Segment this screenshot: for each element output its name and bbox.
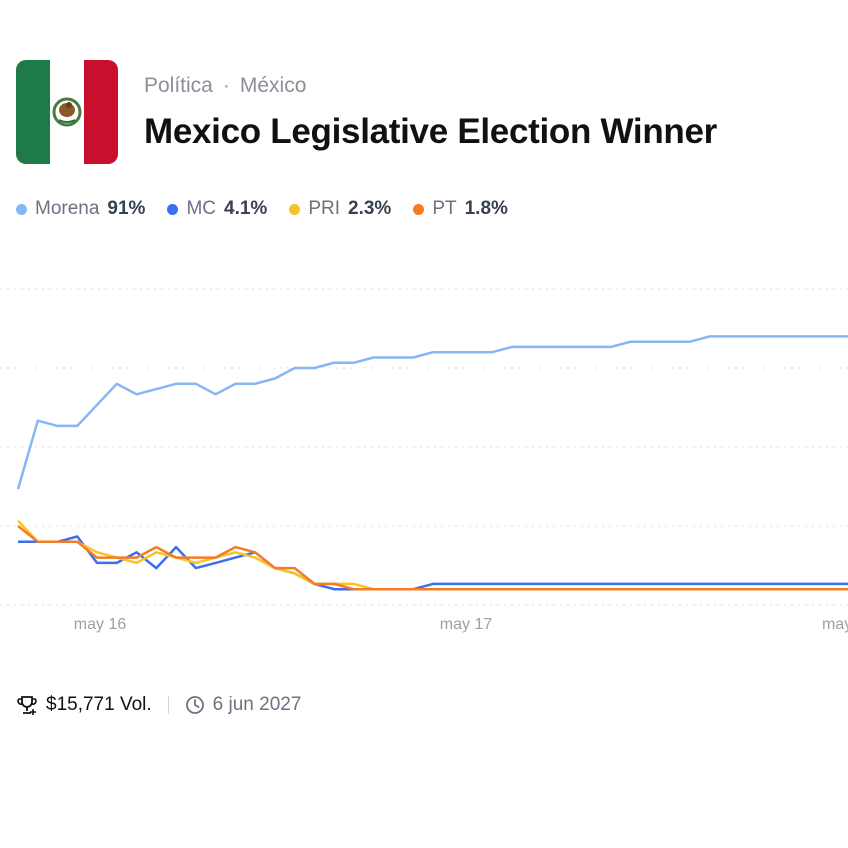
page-title: Mexico Legislative Election Winner bbox=[144, 112, 717, 151]
chart-grid bbox=[0, 288, 848, 606]
breadcrumb-category[interactable]: Política bbox=[144, 74, 213, 97]
legend-value: 2.3% bbox=[348, 198, 392, 219]
end-date-stat: 6 jun 2027 bbox=[185, 694, 302, 716]
x-tick-label: may 17 bbox=[440, 616, 493, 633]
legend-name: PRI bbox=[308, 198, 341, 219]
volume-stat: $15,771 Vol. bbox=[16, 694, 152, 716]
price-history-chart[interactable]: may 16 may 17 may 1 bbox=[0, 255, 848, 645]
trophy-icon bbox=[17, 696, 37, 715]
legend-value: 91% bbox=[107, 198, 146, 219]
breadcrumb-separator: · bbox=[222, 74, 230, 97]
legend-value: 4.1% bbox=[224, 198, 268, 219]
legend-name: MC bbox=[186, 198, 217, 219]
series-line-pt bbox=[17, 525, 848, 591]
clock-icon bbox=[185, 696, 204, 714]
legend-dot-pri bbox=[289, 203, 301, 215]
flag-stripe-green bbox=[16, 60, 50, 164]
legend-item-mc[interactable]: MC 4.1% bbox=[167, 198, 267, 220]
breadcrumb-region[interactable]: México bbox=[239, 74, 307, 97]
legend-item-pt[interactable]: PT 1.8% bbox=[413, 198, 508, 220]
legend-value: 1.8% bbox=[464, 198, 508, 219]
legend-dot-mc bbox=[167, 203, 179, 215]
legend-dot-pt bbox=[413, 203, 425, 215]
market-footer: $15,771 Vol. 6 jun 2027 bbox=[16, 694, 301, 716]
chart-series bbox=[16, 335, 848, 591]
footer-divider bbox=[167, 696, 169, 714]
eagle-emblem-icon bbox=[52, 97, 82, 127]
chart-x-axis: may 16 may 17 may 1 bbox=[74, 616, 848, 633]
legend-dot-morena bbox=[16, 203, 27, 215]
legend-name: PT bbox=[432, 198, 457, 219]
legend-item-pri[interactable]: PRI 2.3% bbox=[289, 198, 391, 220]
flag-stripe-red bbox=[84, 60, 118, 164]
volume-value: $15,771 Vol. bbox=[46, 694, 152, 715]
series-line-morena bbox=[16, 335, 848, 490]
x-tick-label: may 1 bbox=[822, 616, 848, 633]
mexico-flag-icon bbox=[16, 60, 118, 164]
legend-name: Morena bbox=[35, 198, 100, 219]
series-line-mc bbox=[18, 535, 848, 591]
legend-item-morena[interactable]: Morena 91% bbox=[16, 198, 145, 220]
chart-legend: Morena 91% MC 4.1% PRI 2.3% PT 1.8% bbox=[16, 198, 508, 220]
end-date-value: 6 jun 2027 bbox=[212, 694, 302, 715]
x-tick-label: may 16 bbox=[74, 616, 127, 633]
breadcrumb: Política · México bbox=[144, 74, 306, 98]
